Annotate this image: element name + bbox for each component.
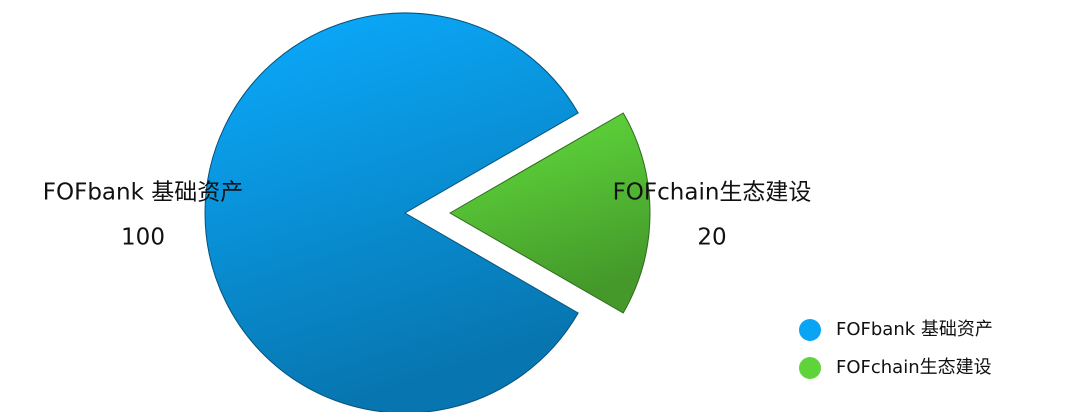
slice-label: FOFbank 基础资产 [43,180,243,206]
pie-slice [449,112,651,314]
legend-swatch [799,357,821,379]
legend-label: FOFbank 基础资产 [836,319,993,340]
slice-value: 20 [697,225,726,251]
slice-value: 100 [121,225,165,251]
pie-slice [204,12,579,412]
legend-label: FOFchain生态建设 [836,357,992,378]
slice-label: FOFchain生态建设 [613,180,812,206]
legend-swatch [799,319,821,341]
